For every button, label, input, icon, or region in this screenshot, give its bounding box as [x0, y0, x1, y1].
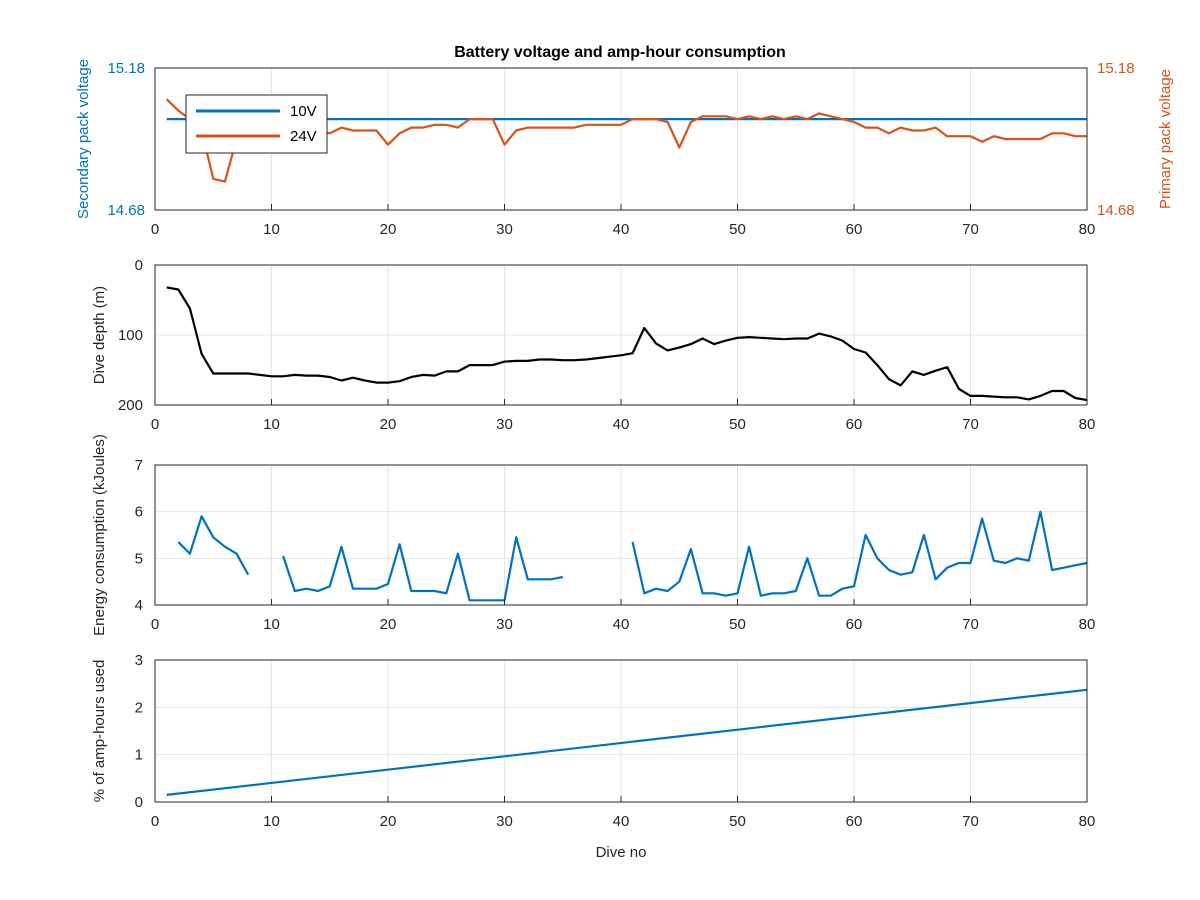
- x-tick-label: 60: [846, 616, 863, 633]
- x-tick-label: 40: [613, 416, 630, 433]
- y-tick-label: 7: [135, 457, 143, 474]
- x-axis-label: Dive no: [596, 844, 647, 861]
- y-tick-label: 2: [135, 699, 143, 716]
- x-tick-label: 40: [613, 813, 630, 830]
- x-tick-label: 0: [151, 616, 159, 633]
- y-tick-label: 6: [135, 504, 143, 521]
- x-tick-label: 30: [496, 416, 513, 433]
- y-tick-label: 0: [135, 257, 143, 274]
- x-tick-label: 30: [496, 221, 513, 238]
- x-tick-label: 0: [151, 416, 159, 433]
- y-tick-label: 3: [135, 652, 143, 669]
- y-tick-label: 5: [135, 550, 143, 567]
- legend-label-10v: 10V: [290, 103, 317, 120]
- x-tick-label: 0: [151, 221, 159, 238]
- series-line-1: [166, 286, 1088, 402]
- y-axis-label: Energy consumption (kJoules): [91, 434, 108, 636]
- x-tick-label: 20: [380, 813, 397, 830]
- y-axis-label: % of amp-hours used: [91, 660, 108, 803]
- series-line-1: [166, 688, 1088, 796]
- x-tick-label: 50: [729, 416, 746, 433]
- x-tick-label: 60: [846, 416, 863, 433]
- right-y-tick-label: 15.18: [1097, 60, 1135, 77]
- x-tick-label: 10: [263, 813, 280, 830]
- x-tick-label: 20: [380, 416, 397, 433]
- x-tick-label: 10: [263, 221, 280, 238]
- y-tick-label: 200: [118, 397, 143, 414]
- x-tick-label: 70: [962, 416, 979, 433]
- left-y-tick-label: 15.18: [107, 60, 145, 77]
- x-tick-label: 30: [496, 813, 513, 830]
- x-tick-label: 50: [729, 813, 746, 830]
- y-tick-label: 4: [135, 597, 143, 614]
- x-tick-label: 40: [613, 221, 630, 238]
- x-tick-label: 70: [962, 616, 979, 633]
- x-tick-label: 60: [846, 221, 863, 238]
- subplot-1: 0 10 20 30 40 50 60 70 8014.6815.1814.6815.18Sec…: [75, 59, 1174, 238]
- y-tick-label: 1: [135, 747, 143, 764]
- right-y-tick-label: 14.68: [1097, 202, 1135, 219]
- x-tick-label: 50: [729, 221, 746, 238]
- x-tick-label: 80: [1079, 416, 1096, 433]
- subplot-2: 0 100 200 0 10 20 30 40 50 60 70 80 Dive depth (m): [91, 257, 1095, 433]
- x-tick-label: 70: [962, 221, 979, 238]
- right-y-axis-label: Primary pack voltage: [1157, 69, 1174, 209]
- x-tick-label: 30: [496, 616, 513, 633]
- x-tick-label: 80: [1079, 813, 1096, 830]
- x-tick-label: 0: [151, 813, 159, 830]
- x-tick-label: 70: [962, 813, 979, 830]
- x-tick-label: 20: [380, 616, 397, 633]
- x-tick-label: 50: [729, 616, 746, 633]
- chart-title: Battery voltage and amp-hour consumption: [454, 44, 786, 61]
- x-tick-label: 10: [263, 616, 280, 633]
- x-tick-label: 40: [613, 616, 630, 633]
- series-line-1: [177, 510, 1088, 602]
- x-tick-label: 10: [263, 416, 280, 433]
- legend-box: [185, 94, 328, 154]
- y-tick-label: 100: [118, 327, 143, 344]
- x-tick-label: 80: [1079, 221, 1096, 238]
- x-tick-label: 60: [846, 813, 863, 830]
- y-tick-label: 0: [135, 794, 143, 811]
- legend-label-24v: 24V: [290, 128, 317, 145]
- left-y-tick-label: 14.68: [107, 202, 145, 219]
- x-tick-label: 80: [1079, 616, 1096, 633]
- y-axis-label: Dive depth (m): [91, 286, 108, 384]
- plots-group: 0 10 20 30 40 50 60 70 8014.6815.1814.6815.18Sec…: [75, 59, 1174, 861]
- x-tick-label: 20: [380, 221, 397, 238]
- left-y-axis-label: Secondary pack voltage: [75, 59, 92, 219]
